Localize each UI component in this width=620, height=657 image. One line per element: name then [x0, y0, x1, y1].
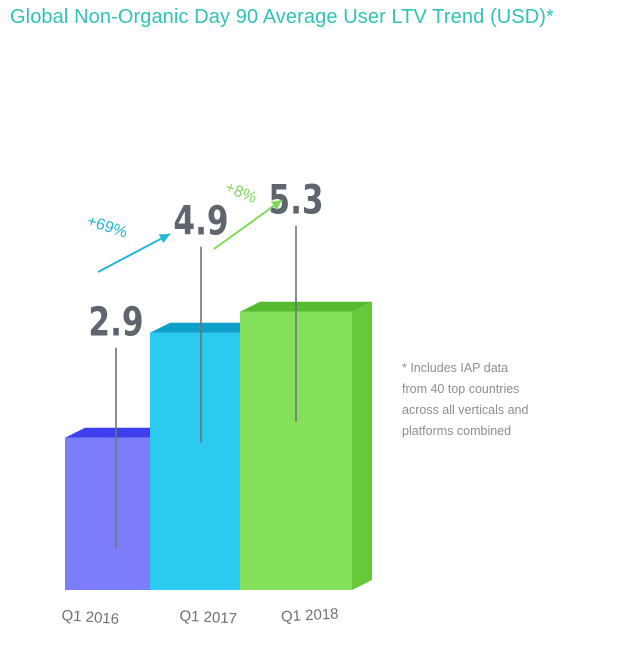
growth-arrow-head — [270, 200, 282, 210]
value-label: 2.9 — [88, 300, 143, 346]
x-tick-label: Q1 2018 — [281, 606, 339, 626]
bar-side — [352, 301, 372, 590]
footnote-line: * Includes IAP data — [402, 361, 509, 375]
x-tick-label: Q1 2016 — [61, 607, 120, 628]
bar-top — [240, 301, 372, 312]
value-label: 4.9 — [173, 199, 228, 245]
growth-label: +69% — [85, 213, 130, 242]
growth-arrow-line — [97, 233, 171, 273]
footnote-line: from 40 top countries — [402, 382, 520, 396]
growth-arrow-line — [213, 199, 283, 250]
chart-title: Global Non-Organic Day 90 Average User L… — [10, 6, 554, 28]
x-tick-label: Q1 2017 — [179, 608, 237, 628]
footnote: * Includes IAP data from 40 top countrie… — [402, 358, 602, 442]
footnote-line: across all verticals and — [402, 403, 529, 417]
growth-arrow-head — [158, 234, 170, 244]
footnote-line: platforms combined — [402, 424, 512, 438]
